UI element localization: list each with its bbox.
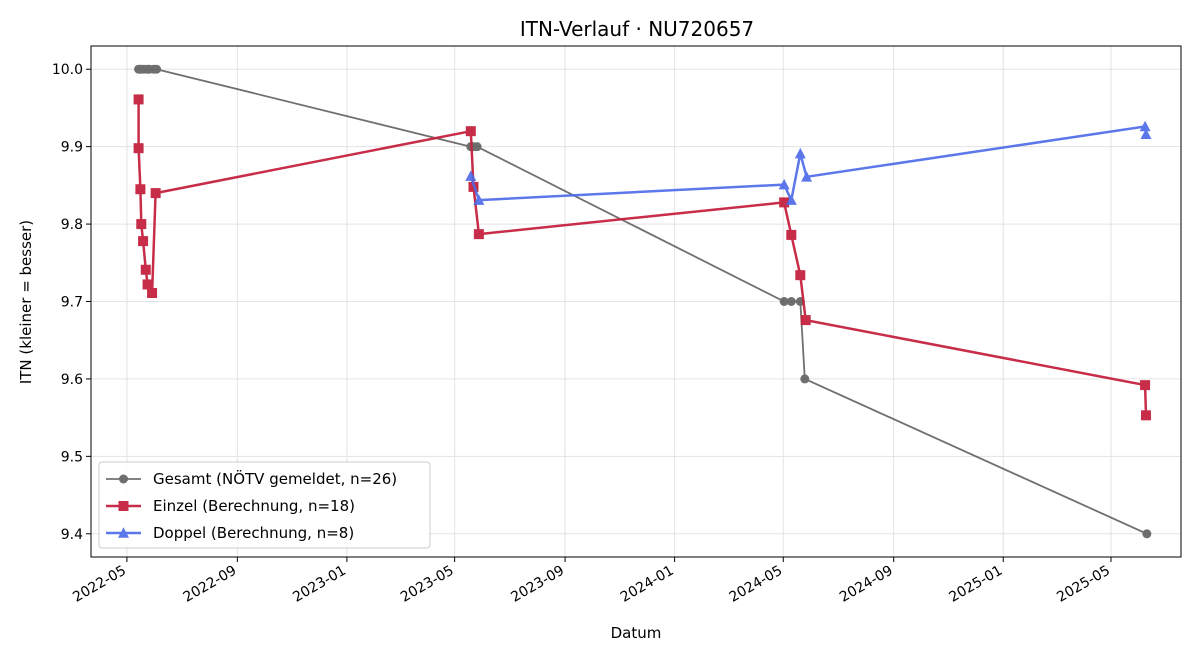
- data-point: [473, 229, 484, 240]
- y-tick-label: 9.4: [61, 527, 83, 543]
- legend-label: Einzel (Berechnung, n=18): [153, 497, 355, 515]
- data-point: [142, 279, 153, 290]
- legend-box: [98, 461, 431, 549]
- legend-marker: [119, 474, 128, 484]
- data-point: [1142, 529, 1152, 539]
- data-point: [465, 126, 476, 137]
- data-point: [778, 178, 790, 190]
- data-point: [133, 94, 144, 105]
- legend-item: [106, 474, 141, 484]
- x-axis-ticks: 2022-05 2022-09 2023-01 2023-05 2023-09 2024-…: [70, 557, 1113, 606]
- x-tick-label: 2022-09: [181, 563, 240, 606]
- chart-title: ITN-Verlauf · NU720657: [520, 17, 754, 41]
- plot-frame: [90, 45, 1182, 558]
- data-point: [133, 143, 144, 154]
- series-line: [137, 99, 1148, 416]
- data-point: [1140, 380, 1151, 391]
- data-point: [473, 194, 485, 205]
- x-tick-label: 2022-05: [70, 563, 129, 606]
- legend-marker: [118, 501, 129, 511]
- x-tick-label: 2023-09: [508, 563, 567, 606]
- y-tick-label: 10.0: [52, 62, 83, 78]
- x-tick-label: 2023-01: [290, 563, 349, 606]
- x-tick-label: 2024-01: [618, 563, 677, 606]
- legend-label: Doppel (Berechnung, n=8): [153, 524, 354, 542]
- series-layer: [133, 64, 1152, 539]
- x-axis-label: Datum: [611, 624, 662, 642]
- data-point: [140, 264, 151, 275]
- x-tick-label: 2023-05: [398, 563, 457, 606]
- data-point: [152, 64, 162, 74]
- y-axis-label: ITN (kleiner = besser): [17, 220, 35, 384]
- data-point: [786, 229, 797, 240]
- y-tick-label: 9.7: [61, 295, 83, 311]
- y-tick-label: 9.8: [61, 217, 83, 233]
- y-axis-ticks: 9.4 9.5 9.6 9.7 9.8 9.9 10.0: [52, 62, 91, 543]
- data-point: [1140, 410, 1151, 421]
- data-point: [147, 287, 158, 298]
- x-tick-label: 2024-09: [837, 563, 896, 606]
- x-tick-label: 2025-01: [947, 563, 1006, 606]
- y-tick-label: 9.6: [61, 372, 83, 388]
- data-point: [786, 297, 796, 306]
- data-point: [785, 194, 797, 205]
- x-tick-label: 2024-05: [727, 563, 786, 606]
- data-point: [472, 142, 482, 152]
- series-2: [133, 94, 1151, 421]
- data-point: [800, 315, 811, 326]
- legend: Gesamt (NÖTV gemeldet, n=26) Einzel (Bere…: [98, 461, 431, 549]
- legend-item: [106, 501, 141, 511]
- legend-marker: [118, 527, 129, 538]
- data-point: [779, 297, 789, 306]
- data-point: [795, 270, 806, 281]
- data-point: [136, 219, 147, 230]
- data-point: [1140, 128, 1152, 140]
- legend-item: [106, 527, 141, 538]
- data-point: [465, 170, 477, 181]
- data-point: [779, 197, 790, 208]
- data-point: [150, 188, 161, 199]
- data-point: [1139, 120, 1151, 132]
- series-3: [465, 120, 1152, 205]
- y-tick-label: 9.9: [61, 140, 83, 156]
- x-tick-label: 2025-05: [1054, 563, 1113, 606]
- data-point: [135, 184, 146, 195]
- data-point: [794, 147, 806, 159]
- series-line: [469, 125, 1148, 202]
- data-point: [138, 236, 149, 247]
- data-point: [801, 171, 813, 182]
- legend-label: Gesamt (NÖTV gemeldet, n=26): [153, 469, 397, 488]
- y-tick-label: 9.5: [61, 449, 83, 465]
- data-point: [800, 374, 810, 384]
